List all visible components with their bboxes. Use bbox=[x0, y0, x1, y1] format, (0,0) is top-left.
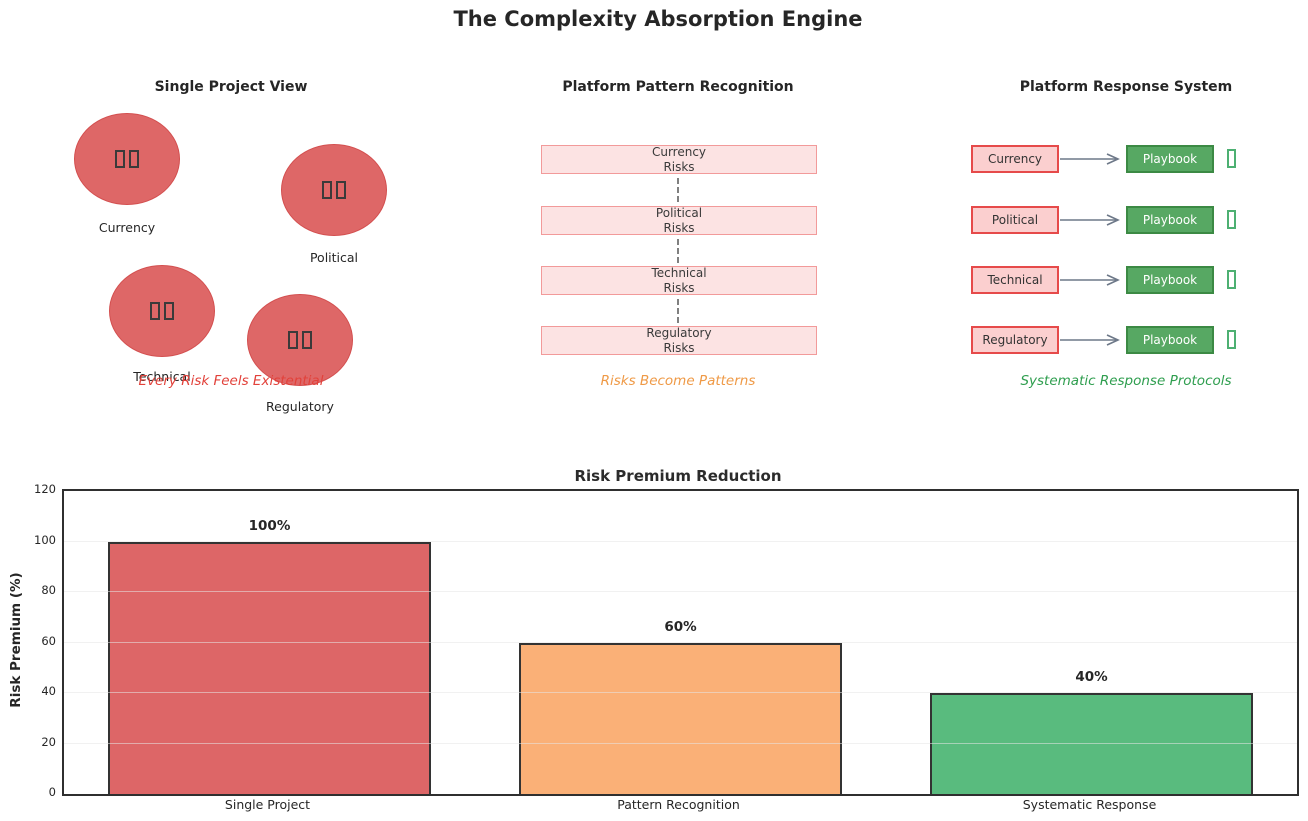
bar-value-label: 100% bbox=[248, 517, 291, 534]
pattern-box-regulatory: Regulatory Risks bbox=[541, 326, 817, 355]
caption-pattern-recognition: Risks Become Patterns bbox=[600, 373, 756, 389]
risk-bubble-label: Technical bbox=[133, 369, 191, 384]
risk-bubble-political bbox=[281, 144, 387, 236]
caption-single-project: Every Risk Feels Existential bbox=[138, 373, 324, 389]
pattern-box-currency: Currency Risks bbox=[541, 145, 817, 174]
pattern-box-line2: Risks bbox=[663, 280, 695, 295]
panel-title-single-project: Single Project View bbox=[154, 79, 308, 95]
figure-title: The Complexity Absorption Engine bbox=[453, 7, 863, 31]
dashed-connector bbox=[677, 178, 679, 202]
playbook-box: Playbook bbox=[1126, 145, 1214, 173]
risk-bubble-currency bbox=[74, 113, 180, 205]
panel-title-pattern-recognition: Platform Pattern Recognition bbox=[562, 79, 794, 95]
playbook-box: Playbook bbox=[1126, 326, 1214, 354]
y-tick-label: 60 bbox=[41, 633, 56, 648]
dashed-connector bbox=[677, 239, 679, 263]
caption-response-system: Systematic Response Protocols bbox=[1020, 373, 1232, 389]
y-tick-label: 0 bbox=[48, 785, 56, 799]
playbook-label: Playbook bbox=[1142, 152, 1198, 166]
pattern-box-line1: Currency bbox=[651, 144, 707, 159]
missing-emoji-icon bbox=[115, 150, 125, 168]
response-risk-label: Technical bbox=[987, 273, 1043, 287]
response-risk-box-regulatory: Regulatory bbox=[971, 326, 1059, 354]
missing-emoji-icon bbox=[1227, 270, 1236, 289]
pattern-box-line1: Technical bbox=[651, 265, 707, 280]
y-tick-label: 120 bbox=[34, 482, 56, 496]
arrow-icon bbox=[1060, 153, 1120, 165]
missing-emoji-icon bbox=[150, 302, 160, 320]
risk-bubble-label: Regulatory bbox=[266, 399, 334, 414]
pattern-box-technical: Technical Risks bbox=[541, 266, 817, 295]
missing-emoji-icon bbox=[288, 331, 298, 349]
pattern-box-line1: Political bbox=[655, 205, 703, 220]
playbook-box: Playbook bbox=[1126, 266, 1214, 294]
bar-pattern-recognition bbox=[518, 642, 842, 794]
bar-single-project bbox=[107, 541, 431, 794]
bar-chart-plot-area: 100% 60% 40% bbox=[62, 489, 1299, 796]
pattern-box-line2: Risks bbox=[663, 220, 695, 235]
missing-emoji-icon bbox=[164, 302, 174, 320]
missing-emoji-icon bbox=[336, 181, 346, 199]
response-risk-label: Political bbox=[991, 213, 1039, 227]
bar-value-label: 60% bbox=[664, 618, 697, 635]
missing-emoji-icon bbox=[1227, 210, 1236, 229]
arrow-icon bbox=[1060, 214, 1120, 226]
response-risk-box-political: Political bbox=[971, 206, 1059, 234]
risk-bubble-label: Currency bbox=[98, 220, 156, 235]
chart-title: Risk Premium Reduction bbox=[574, 467, 782, 485]
gridline bbox=[64, 591, 1297, 592]
y-tick-label: 100 bbox=[34, 532, 56, 547]
missing-emoji-icon bbox=[1227, 149, 1236, 168]
x-tick-label: Pattern Recognition bbox=[617, 797, 740, 812]
risk-bubble-label: Political bbox=[309, 250, 359, 265]
response-risk-box-technical: Technical bbox=[971, 266, 1059, 294]
playbook-label: Playbook bbox=[1142, 333, 1198, 347]
missing-emoji-icon bbox=[1227, 330, 1236, 349]
response-risk-label: Regulatory bbox=[982, 333, 1048, 347]
response-risk-box-currency: Currency bbox=[971, 145, 1059, 173]
bar-value-label: 40% bbox=[1075, 669, 1108, 685]
arrow-icon bbox=[1060, 334, 1120, 346]
missing-emoji-icon bbox=[322, 181, 332, 199]
bar-systematic-response bbox=[929, 693, 1253, 794]
gridline bbox=[64, 742, 1297, 744]
x-tick-label: Single Project bbox=[224, 797, 311, 812]
y-tick-label: 40 bbox=[41, 684, 56, 698]
panel-title-response-system: Platform Response System bbox=[1019, 79, 1233, 95]
playbook-label: Playbook bbox=[1142, 213, 1198, 227]
gridline bbox=[64, 641, 1297, 643]
gridline bbox=[64, 692, 1297, 693]
pattern-box-line1: Regulatory bbox=[646, 325, 712, 340]
risk-bubble-technical bbox=[109, 265, 215, 357]
missing-emoji-icon bbox=[129, 150, 139, 168]
risk-bubble-regulatory bbox=[247, 294, 353, 386]
pattern-box-line2: Risks bbox=[663, 159, 695, 174]
playbook-box: Playbook bbox=[1126, 206, 1214, 234]
gridline bbox=[64, 540, 1297, 542]
y-tick-label: 80 bbox=[41, 583, 56, 597]
playbook-label: Playbook bbox=[1142, 273, 1198, 287]
pattern-box-line2: Risks bbox=[663, 340, 695, 355]
pattern-box-political: Political Risks bbox=[541, 206, 817, 235]
missing-emoji-icon bbox=[302, 331, 312, 349]
dashed-connector bbox=[677, 299, 679, 323]
response-risk-label: Currency bbox=[987, 152, 1043, 166]
y-tick-label: 20 bbox=[41, 734, 56, 749]
arrow-icon bbox=[1060, 274, 1120, 286]
x-tick-label: Systematic Response bbox=[1022, 797, 1157, 812]
